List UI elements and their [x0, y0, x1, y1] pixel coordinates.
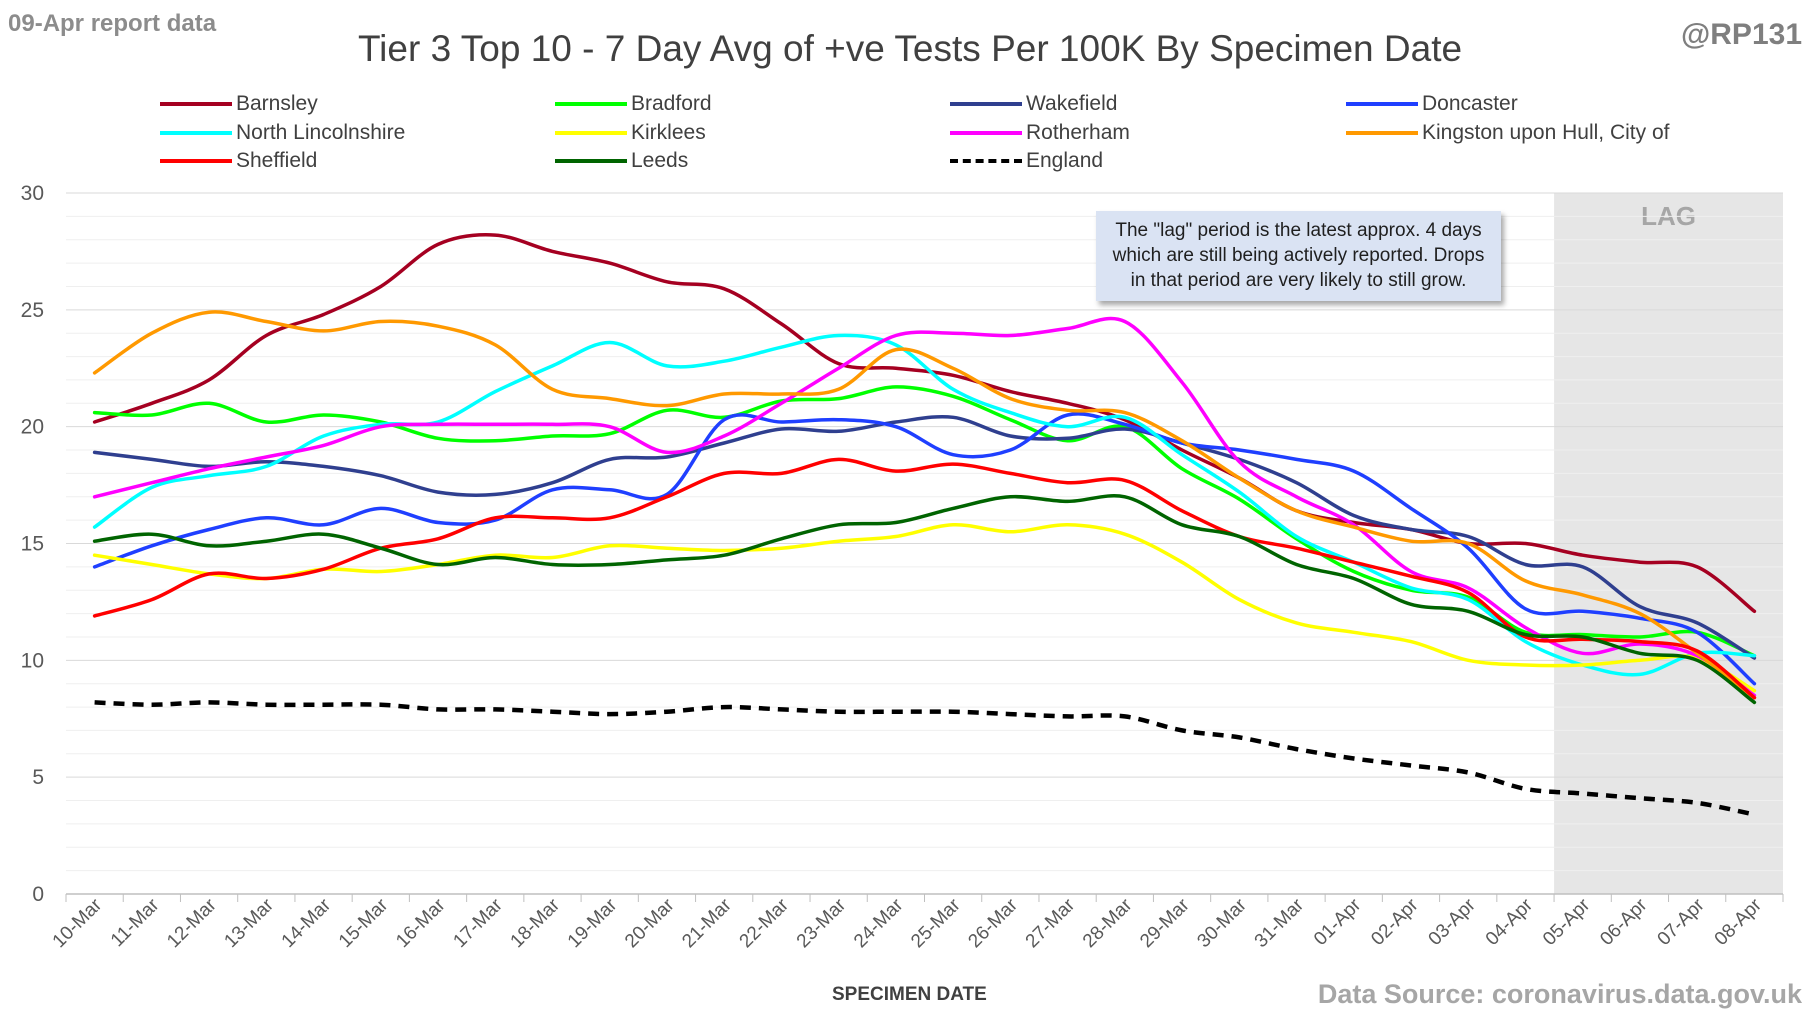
x-tick-label: 03-Apr	[1425, 894, 1481, 950]
legend-swatch	[950, 102, 1022, 106]
x-tick-label: 10-Mar	[49, 894, 107, 952]
x-tick-label: 31-Mar	[1251, 894, 1309, 952]
legend-item: Barnsley	[160, 90, 318, 118]
x-tick-label: 29-Mar	[1136, 894, 1194, 952]
x-tick-label: 05-Apr	[1539, 894, 1595, 950]
y-tick-label: 5	[32, 766, 44, 789]
legend-label: Leeds	[631, 149, 689, 172]
legend-item: Sheffield	[160, 147, 317, 175]
series-line-north-lincolnshire	[92, 333, 1757, 677]
y-tick-label: 30	[21, 182, 44, 205]
lag-note: The "lag" period is the latest approx. 4…	[1096, 211, 1501, 301]
series-line-rotherham	[92, 316, 1757, 698]
x-tick-label: 02-Apr	[1367, 894, 1423, 950]
x-tick-label: 21-Mar	[678, 894, 736, 952]
x-tick-label: 04-Apr	[1482, 894, 1538, 950]
legend-swatch	[160, 159, 232, 163]
x-tick-label: 18-Mar	[507, 894, 565, 952]
x-tick-label: 01-Apr	[1310, 894, 1366, 950]
legend-label: Barnsley	[236, 92, 318, 115]
x-tick-label: 27-Mar	[1022, 894, 1080, 952]
legend-label: Rotherham	[1026, 121, 1130, 144]
y-tick-label: 15	[21, 533, 44, 556]
legend-item: Rotherham	[950, 119, 1130, 147]
y-tick-label: 20	[21, 416, 44, 439]
legend-item: Doncaster	[1346, 90, 1518, 118]
legend-swatch	[950, 159, 1022, 163]
legend-item: Bradford	[555, 90, 712, 118]
legend-label: Kingston upon Hull, City of	[1422, 121, 1670, 144]
x-tick-label: 06-Apr	[1596, 894, 1652, 950]
legend-item: North Lincolnshire	[160, 119, 405, 147]
x-tick-label: 30-Mar	[1193, 894, 1251, 952]
x-tick-label: 16-Mar	[392, 894, 450, 952]
x-tick-label: 12-Mar	[163, 894, 221, 952]
x-axis-label: SPECIMEN DATE	[832, 984, 987, 1005]
author-handle: @RP131	[1681, 18, 1802, 51]
series-line-wakefield	[92, 414, 1757, 660]
x-tick-label: 14-Mar	[278, 894, 336, 952]
x-tick-label: 22-Mar	[736, 894, 794, 952]
series-line-kirklees	[92, 523, 1757, 693]
data-source-label: Data Source: coronavirus.data.gov.uk	[1317, 979, 1802, 1009]
legend-swatch	[160, 102, 232, 106]
legend-label: Doncaster	[1422, 92, 1518, 115]
series-line-kingston-upon-hull-city-of	[92, 310, 1757, 700]
series-line-bradford	[92, 385, 1757, 658]
legend-swatch	[555, 102, 627, 106]
legend-label: Bradford	[631, 92, 712, 115]
x-tick-label: 20-Mar	[621, 894, 679, 952]
legend-swatch	[1346, 102, 1418, 106]
legend-swatch	[1346, 131, 1418, 135]
legend-swatch	[950, 131, 1022, 135]
y-tick-label: 10	[21, 649, 44, 672]
x-tick-label: 08-Apr	[1711, 894, 1767, 950]
y-tick-label: 25	[21, 299, 44, 322]
x-tick-label: 17-Mar	[449, 894, 507, 952]
legend-item: Kingston upon Hull, City of	[1346, 119, 1669, 147]
series-line-leeds	[92, 494, 1757, 705]
legend-item: Wakefield	[950, 90, 1117, 118]
x-tick-label: 15-Mar	[335, 894, 393, 952]
legend-label: Wakefield	[1026, 92, 1118, 115]
chart-title: Tier 3 Top 10 - 7 Day Avg of +ve Tests P…	[357, 28, 1463, 69]
legend-label: England	[1026, 149, 1104, 172]
x-tick-label: 25-Mar	[907, 894, 965, 952]
series-line-england	[94, 700, 1755, 817]
x-tick-label: 07-Apr	[1654, 894, 1710, 950]
legend-label: North Lincolnshire	[236, 121, 406, 144]
x-tick-label: 19-Mar	[564, 894, 622, 952]
series-line-doncaster	[92, 412, 1757, 686]
x-tick-label: 11-Mar	[107, 894, 164, 951]
report-date-label: 09-Apr report data	[8, 10, 217, 37]
legend-label: Kirklees	[631, 121, 706, 144]
x-tick-label: 13-Mar	[220, 894, 278, 952]
legend-item: England	[950, 147, 1103, 175]
legend-item: Kirklees	[555, 119, 706, 147]
legend-item: Leeds	[555, 147, 688, 175]
x-tick-label: 23-Mar	[793, 894, 851, 952]
legend-swatch	[555, 159, 627, 163]
x-tick-label: 28-Mar	[1079, 894, 1137, 952]
series-line-sheffield	[92, 457, 1757, 700]
x-tick-label: 24-Mar	[850, 894, 908, 952]
y-tick-label: 0	[32, 883, 44, 906]
legend-swatch	[555, 131, 627, 135]
legend-swatch	[160, 131, 232, 135]
legend-label: Sheffield	[236, 149, 318, 172]
x-tick-label: 26-Mar	[964, 894, 1022, 952]
